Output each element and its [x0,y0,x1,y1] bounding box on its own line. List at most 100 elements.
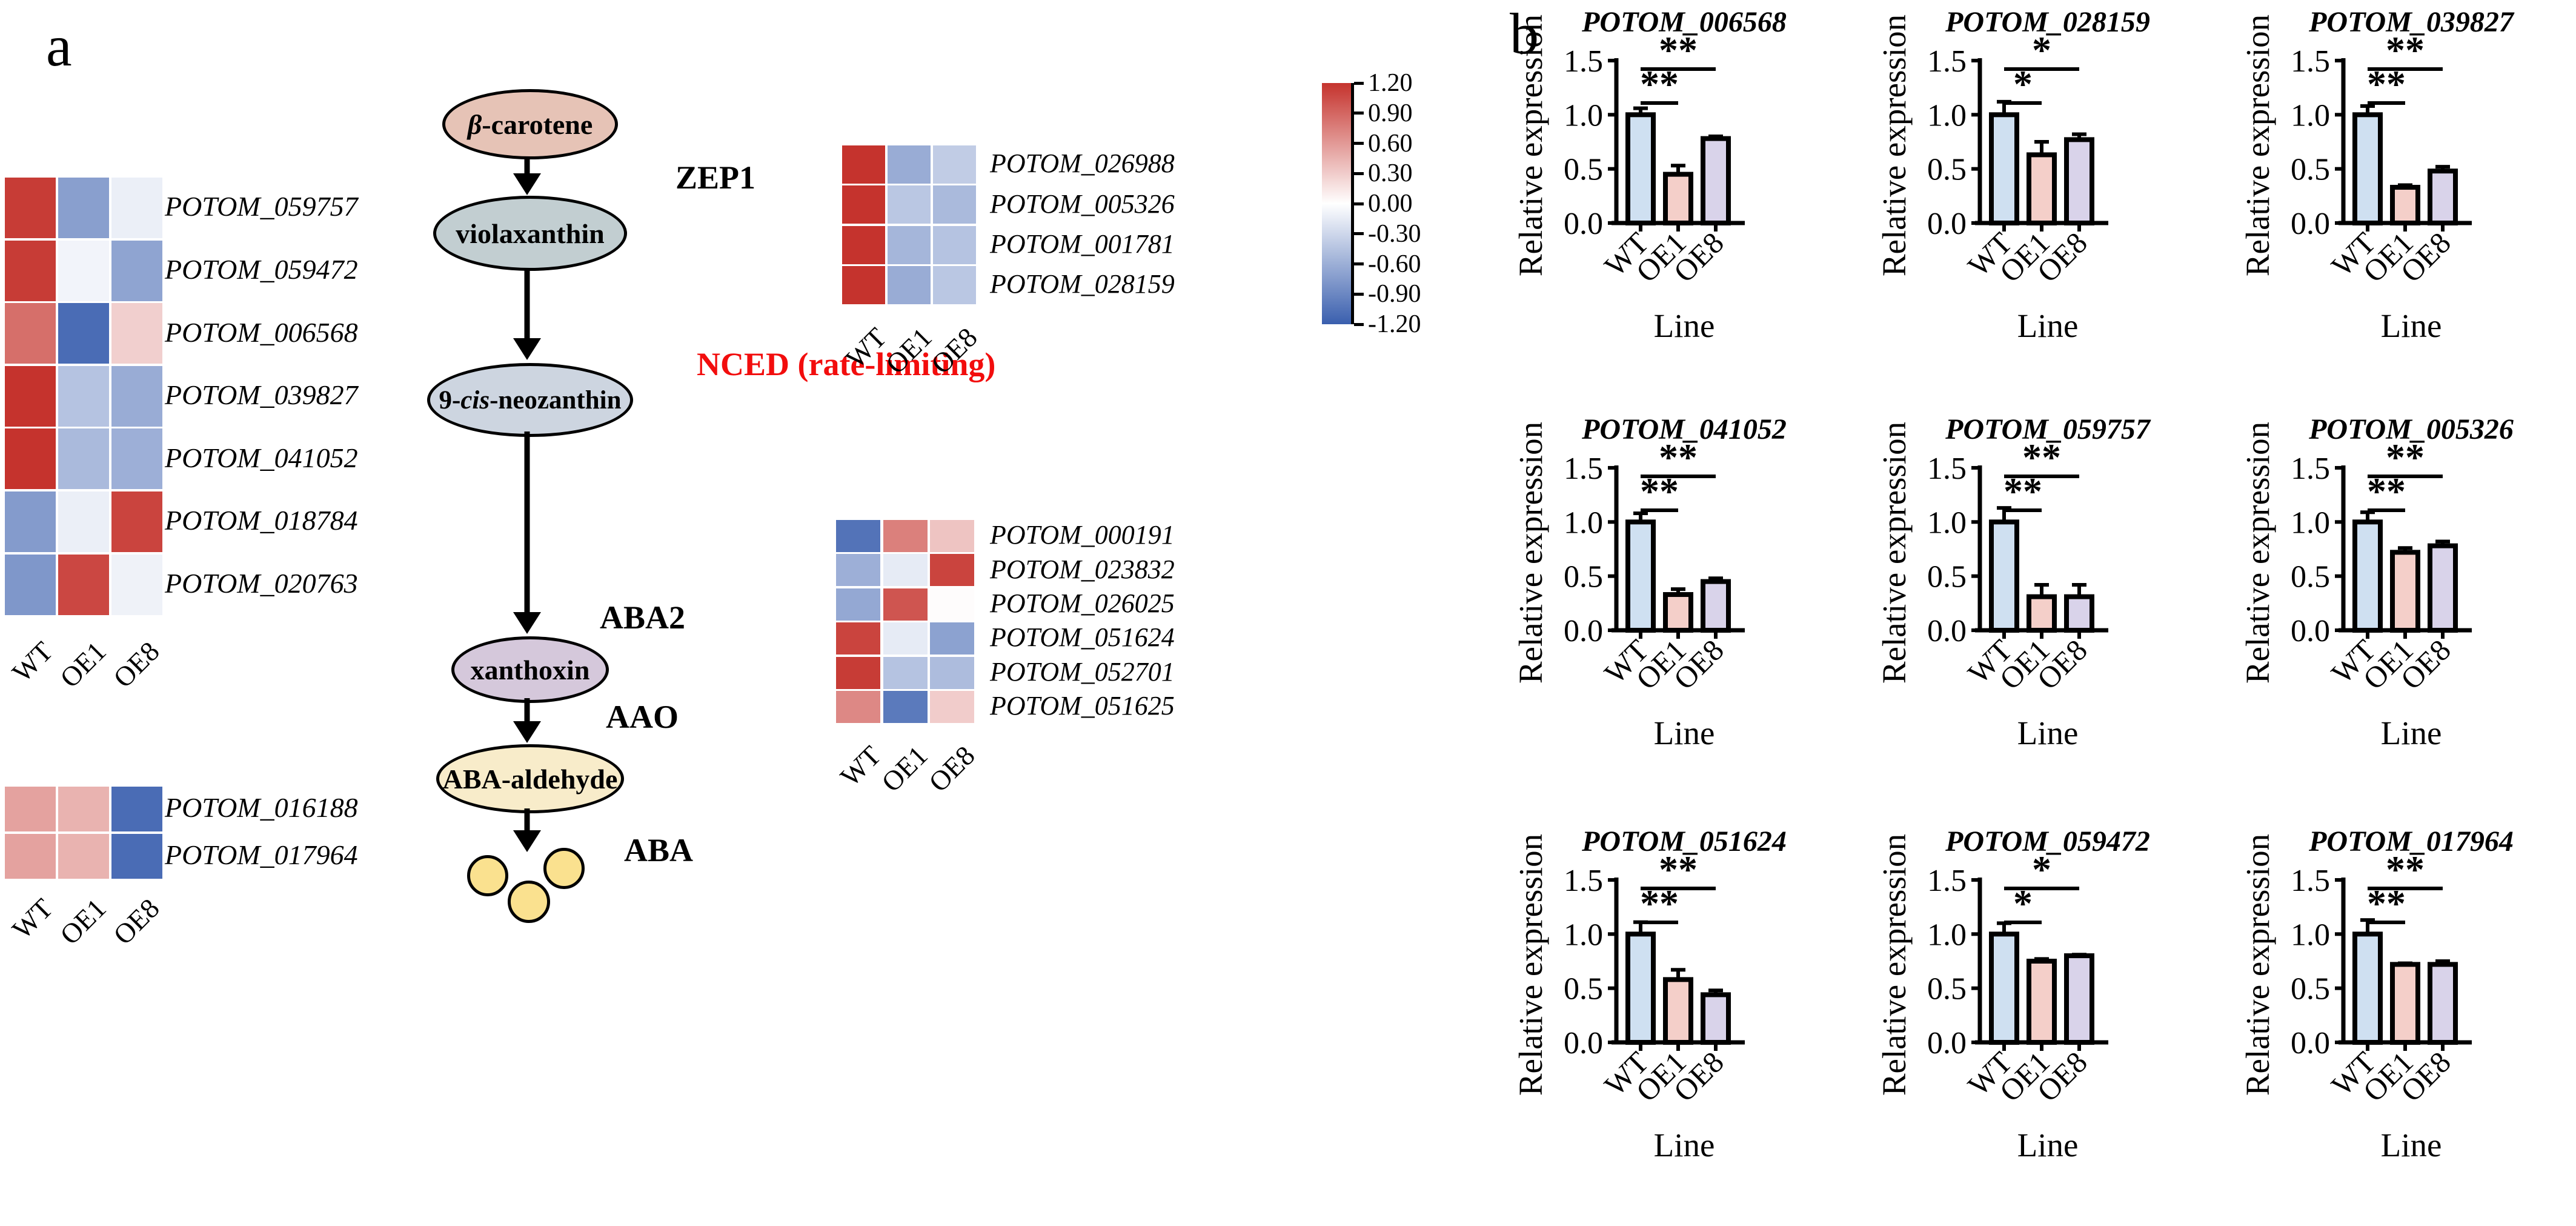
colorbar-tick-label: 1.20 [1368,69,1413,97]
heatmap-cell [842,265,885,304]
x-axis-title: Line [2381,1127,2442,1164]
y-tick-label: 0.5 [1564,560,1603,595]
heatmap-cell [111,833,162,879]
sig-stars-lower: ** [2003,470,2042,513]
colorbar-tick-label: 0.30 [1368,159,1413,188]
y-tick-label: 0.5 [1927,972,1967,1007]
heatmap-cell [111,240,162,301]
heatmap-cell [5,178,56,238]
pathway-node-cis-neozanthin: 9- cis -neozanthin [427,363,633,437]
y-tick-label: 1.0 [1564,918,1603,952]
y-axis-label: Relative expression [1512,834,1549,1096]
pathway-node-violaxanthin: violaxanthin [433,196,627,271]
gene-label: POTOM_059757 [165,191,358,222]
heatmap-cell [5,787,56,831]
y-tick-label: 0.0 [1564,207,1603,241]
gene-label: POTOM_005326 [990,188,1175,219]
heatmap-cell [58,787,109,831]
chart-title: POTOM_059472 [1945,825,2150,858]
sig-stars-upper: ** [2386,848,2425,891]
bar-OE1 [2390,550,2420,633]
colorbar-tick-label: -1.20 [1368,310,1421,338]
heatmap-cell [888,225,931,264]
sig-stars-lower: ** [2367,882,2406,925]
bar-OE1 [2390,185,2420,225]
y-tick-label: 0.0 [2291,614,2330,648]
x-axis-title: Line [1654,715,1715,751]
heatmap-cell [58,240,109,301]
heatmap-cell [842,185,885,224]
x-axis-title: Line [2017,715,2079,751]
chart-title: POTOM_039827 [2308,6,2515,38]
heatmap-cell [930,588,974,621]
pathway-arrowhead [513,338,541,360]
y-tick-label: 0.0 [2291,207,2330,241]
heatmap-cell [888,265,931,304]
gene-label: POTOM_026025 [990,588,1175,619]
heatmap-cell [5,554,56,615]
y-tick-label: 0.5 [1564,972,1603,1007]
gene-label: POTOM_059472 [165,254,358,285]
colorbar-tick-label: -0.60 [1368,250,1421,278]
bar-OE1 [1663,592,1693,633]
gene-label: POTOM_052701 [990,656,1175,687]
x-axis-title: Line [1654,1127,1715,1164]
gene-label: POTOM_000191 [990,520,1175,550]
chart-title: POTOM_041052 [1581,413,1787,445]
bar-chart-POTOM_041052: POTOM_041052 Relative expression 0.0 0.5 1.0… [1512,413,1787,751]
colorbar-tick [1354,172,1364,175]
pathway-node-aba-aldehyde: ABA-aldehyde [436,744,624,813]
x-axis-title: Line [2381,715,2442,751]
pathway-arrowhead [513,830,541,852]
bar-OE8 [2428,962,2458,1045]
bar-OE8 [2064,953,2094,1045]
y-tick-label: 0.0 [1927,1026,1967,1061]
heatmap-cell [5,491,56,552]
bar-OE8 [1701,992,1731,1045]
heatmap-cell [111,178,162,238]
sig-stars-upper: ** [1659,28,1698,72]
heatmap-cell [836,656,880,689]
colorbar-tick [1354,81,1364,85]
sig-stars-lower: ** [1640,62,1679,105]
gene-label: POTOM_023832 [990,554,1175,584]
enzyme-label-nced: NCED (rate-limiting) [697,346,996,382]
sig-stars-upper: ** [1659,436,1698,479]
heatmap-cell [930,520,974,552]
pathway-node-beta-carotene: β -carotene [442,89,618,159]
y-tick-label: 1.0 [2291,505,2330,540]
enzyme-label-zep1: ZEP1 [676,159,756,196]
gene-label: POTOM_018784 [165,505,358,536]
colorbar-tick [1354,322,1364,326]
y-tick-label: 1.0 [1927,98,1967,133]
bar-OE1 [2027,958,2057,1045]
chart-title: POTOM_017964 [2308,825,2514,858]
heatmap-cell [58,365,109,427]
y-tick-label: 0.0 [1564,1026,1603,1061]
y-tick-label: 1.5 [2291,451,2330,486]
bar-WT [1989,519,2019,633]
heatmap-cell [5,428,56,490]
pathway-arrowhead [513,612,541,634]
sig-stars-upper: * [2032,28,2051,72]
bar-OE8 [2064,594,2094,633]
enzyme-label-aba2: ABA2 [600,599,686,636]
heatmap-cell [58,833,109,879]
bar-WT [2352,931,2383,1045]
sig-stars-lower: ** [2367,470,2406,513]
bar-chart-POTOM_039827: POTOM_039827 Relative expression 0.0 0.5 1.0… [2239,6,2515,344]
bar-OE1 [2027,594,2057,633]
bar-OE8 [2428,543,2458,633]
x-axis-title: Line [1654,307,1715,344]
y-tick-label: 0.0 [1927,614,1967,648]
pathway-arrowhead [513,721,541,743]
y-axis-label: Relative expression [1512,422,1549,684]
y-tick-label: 1.0 [2291,918,2330,952]
heatmap-cell [888,145,931,184]
bar-OE8 [2064,137,2094,225]
heatmap-cell [930,622,974,655]
colorbar-tick-label: 0.00 [1368,190,1413,218]
heatmap-cell [883,622,928,655]
heatmap-cell [883,520,928,552]
